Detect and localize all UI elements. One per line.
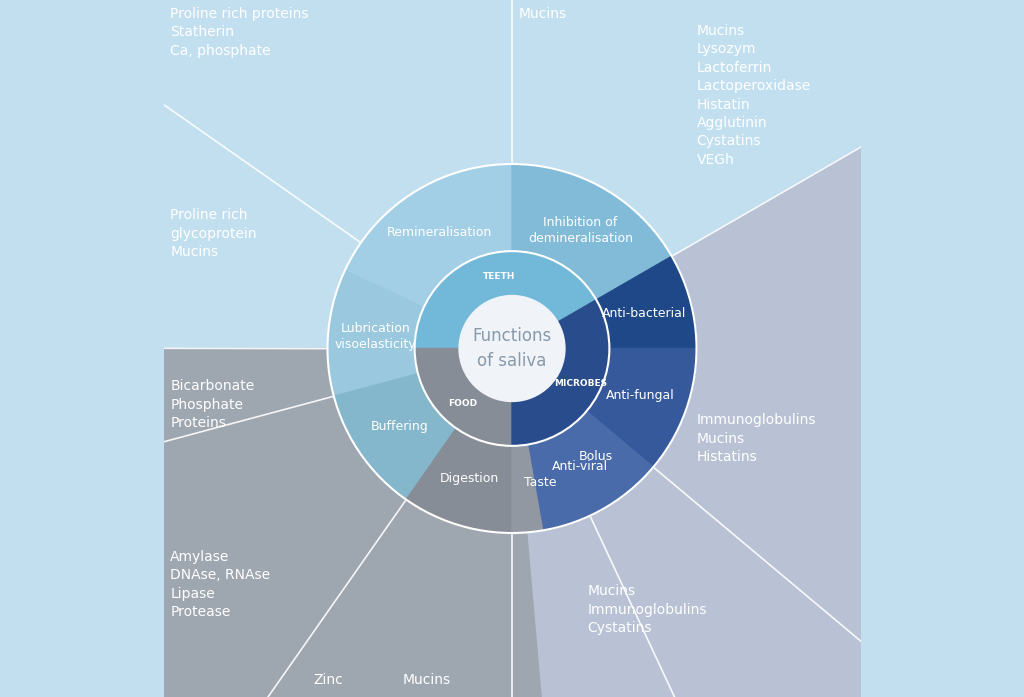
Text: TEETH: TEETH: [483, 272, 515, 281]
Text: Inhibition of
demineralisation: Inhibition of demineralisation: [527, 215, 633, 245]
Text: Proline rich
glycoprotein
Mucins: Proline rich glycoprotein Mucins: [170, 208, 257, 259]
Text: Immunoglobulins
Mucins
Histatins: Immunoglobulins Mucins Histatins: [696, 413, 816, 464]
Text: Mucins
Immunoglobulins
Cystatins: Mucins Immunoglobulins Cystatins: [587, 584, 707, 635]
Wedge shape: [407, 428, 512, 533]
Text: Lubrication
visoelasticity: Lubrication visoelasticity: [335, 322, 417, 351]
Wedge shape: [587, 348, 696, 467]
Wedge shape: [529, 411, 653, 530]
Wedge shape: [596, 256, 696, 348]
Text: Anti-viral: Anti-viral: [552, 460, 608, 473]
Text: Mucins: Mucins: [402, 673, 451, 687]
Text: Digestion: Digestion: [440, 472, 500, 485]
Wedge shape: [512, 164, 672, 300]
Text: Bicarbonate
Phosphate
Proteins: Bicarbonate Phosphate Proteins: [170, 379, 255, 430]
Wedge shape: [328, 270, 424, 397]
Text: Buffering: Buffering: [371, 420, 429, 434]
Wedge shape: [512, 300, 609, 446]
Wedge shape: [345, 164, 512, 307]
Text: MICROBES: MICROBES: [554, 379, 607, 388]
Text: Amylase
DNAse, RNAse
Lipase
Protease: Amylase DNAse, RNAse Lipase Protease: [170, 550, 270, 619]
Text: Remineralisation: Remineralisation: [387, 226, 493, 239]
Text: Anti-fungal: Anti-fungal: [606, 389, 675, 401]
Text: Proline rich proteins
Statherin
Ca, phosphate: Proline rich proteins Statherin Ca, phos…: [170, 7, 309, 58]
Wedge shape: [553, 411, 653, 516]
Wedge shape: [0, 0, 1024, 348]
Wedge shape: [415, 251, 596, 348]
Wedge shape: [415, 348, 512, 446]
Text: FOOD: FOOD: [449, 399, 477, 408]
Text: Anti-bacterial: Anti-bacterial: [602, 307, 686, 320]
Circle shape: [459, 296, 565, 401]
Wedge shape: [512, 0, 1024, 697]
Wedge shape: [512, 437, 590, 533]
Text: Taste: Taste: [524, 475, 557, 489]
Text: Bolus: Bolus: [580, 450, 613, 463]
Text: Zinc: Zinc: [313, 673, 344, 687]
Text: Mucins
Lysozym
Lactoferrin
Lactoperoxidase
Histatin
Agglutinin
Cystatins
VEGh: Mucins Lysozym Lactoferrin Lactoperoxida…: [696, 24, 811, 167]
Text: Mucins: Mucins: [519, 7, 567, 21]
Wedge shape: [587, 348, 696, 467]
Wedge shape: [334, 374, 456, 500]
Text: Functions
of saliva: Functions of saliva: [472, 327, 552, 370]
Wedge shape: [0, 348, 601, 697]
